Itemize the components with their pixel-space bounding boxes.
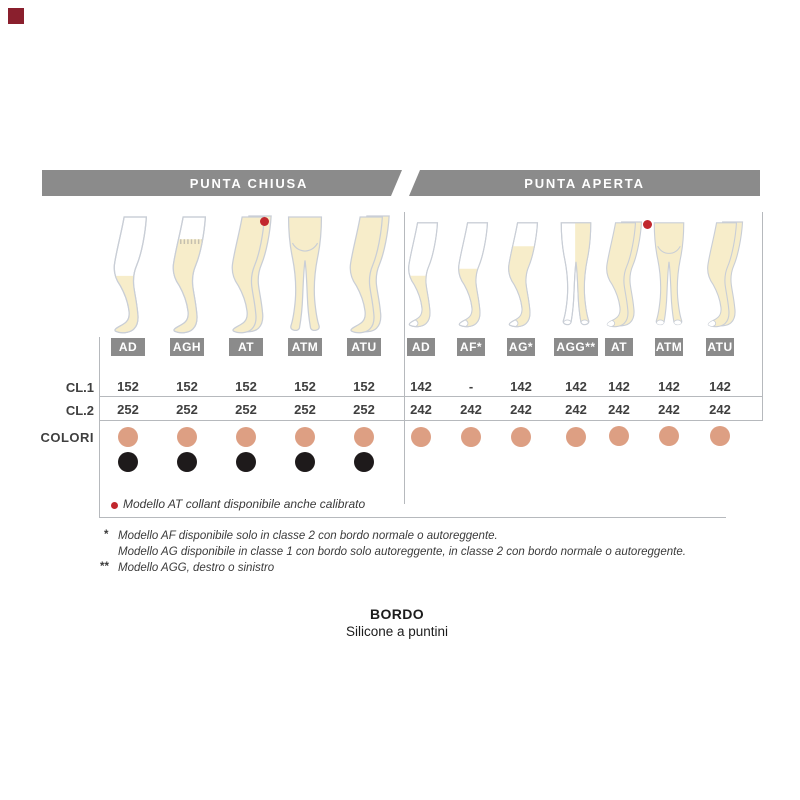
color-dot-skin — [511, 427, 531, 447]
cl2-value: 252 — [176, 402, 198, 417]
punta-aperta-label: PUNTA APERTA — [524, 175, 645, 191]
color-dot-skin — [354, 427, 374, 447]
grid-line-right-border — [762, 212, 763, 421]
color-dot-skin — [177, 427, 197, 447]
cl1-value: 152 — [176, 379, 198, 394]
color-dot-skin — [566, 427, 586, 447]
leg-illustration-agg-open — [560, 222, 592, 326]
grid-line-section-divider — [404, 212, 405, 504]
model-code-atu-closed: ATU — [347, 338, 381, 356]
bordo-title: BORDO — [369, 606, 425, 622]
cl1-value: - — [468, 379, 474, 394]
cl2-value: 252 — [235, 402, 257, 417]
row-label-colori: COLORI — [40, 430, 94, 445]
leg-illustration-atu-open — [707, 221, 744, 328]
cl1-value: 152 — [117, 379, 139, 394]
leg-illustration-atm-closed — [287, 216, 323, 332]
cl2-value: 242 — [658, 402, 680, 417]
leg-illustration-at-open — [606, 221, 643, 328]
cl1-value: 142 — [565, 379, 587, 394]
color-dot-skin — [118, 427, 138, 447]
leg-illustration-ag-open — [508, 222, 539, 328]
leg-illustration-af-open — [458, 222, 489, 328]
model-code-at-closed: AT — [229, 338, 263, 356]
color-dot-black — [118, 452, 138, 472]
footnote-marker-single: * — [104, 529, 109, 541]
footnote-ag: Modello AG disponibile in classe 1 con b… — [118, 546, 686, 558]
footnote-af: Modello AF disponibile solo in classe 2 … — [118, 530, 498, 542]
color-dot-skin — [659, 426, 679, 446]
color-dot-skin — [609, 426, 629, 446]
leg-illustration-atm-open — [653, 222, 685, 326]
cl1-value: 152 — [235, 379, 257, 394]
punta-chiusa-label: PUNTA CHIUSA — [189, 175, 309, 191]
leg-illustration-ad-closed — [113, 216, 147, 334]
model-code-atm-closed: ATM — [288, 338, 322, 356]
cl2-value: 252 — [353, 402, 375, 417]
color-dot-skin — [710, 426, 730, 446]
footnote-marker-double: ** — [100, 561, 109, 573]
color-dot-skin — [461, 427, 481, 447]
color-dot-black — [295, 452, 315, 472]
grid-line-under-cl2 — [99, 420, 762, 421]
leg-illustration-ad-open — [408, 222, 439, 328]
brand-logo-square — [8, 8, 24, 24]
color-dot-black — [354, 452, 374, 472]
section-header-punta-chiusa: PUNTA CHIUSA — [42, 170, 402, 196]
leg-illustration-agh-closed — [172, 216, 206, 334]
cl2-value: 252 — [117, 402, 139, 417]
at-open-red-marker — [643, 220, 652, 229]
at-closed-red-marker — [260, 217, 269, 226]
color-dot-skin — [295, 427, 315, 447]
cl2-value: 242 — [608, 402, 630, 417]
grid-line-under-cl1 — [99, 396, 762, 397]
bordo-subtitle: Silicone a puntini — [345, 624, 449, 639]
cl1-value: 142 — [709, 379, 731, 394]
footnote-agg: Modello AGG, destro o sinistro — [118, 562, 275, 574]
model-code-ad-closed: AD — [111, 338, 145, 356]
cl1-value: 142 — [410, 379, 432, 394]
model-code-atm-open: ATM — [655, 338, 683, 356]
cl1-value: 142 — [658, 379, 680, 394]
section-header-punta-aperta: PUNTA APERTA — [409, 170, 760, 196]
color-dot-black — [236, 452, 256, 472]
color-dot-skin — [411, 427, 431, 447]
leg-illustration-at-closed — [231, 215, 272, 334]
grid-line-table-bottom — [99, 517, 726, 518]
cl2-value: 242 — [709, 402, 731, 417]
cl2-value: 242 — [410, 402, 432, 417]
model-code-atu-open: ATU — [706, 338, 734, 356]
cl1-value: 152 — [294, 379, 316, 394]
model-code-ag-open: AG* — [507, 338, 535, 356]
model-code-agh-closed: AGH — [170, 338, 204, 356]
row-label-cl1: CL.1 — [65, 380, 94, 395]
red-bullet-icon — [111, 502, 118, 509]
cl1-value: 142 — [510, 379, 532, 394]
leg-illustration-atu-closed — [349, 215, 390, 334]
cl2-value: 252 — [294, 402, 316, 417]
cl1-value: 142 — [608, 379, 630, 394]
model-code-at-open: AT — [605, 338, 633, 356]
at-calibrato-note: Modello AT collant disponibile anche cal… — [123, 497, 366, 511]
color-dot-black — [177, 452, 197, 472]
cl1-value: 152 — [353, 379, 375, 394]
row-label-cl2: CL.2 — [65, 403, 94, 418]
grid-line-left-border — [99, 337, 100, 518]
color-dot-skin — [236, 427, 256, 447]
cl2-value: 242 — [460, 402, 482, 417]
cl2-value: 242 — [565, 402, 587, 417]
model-code-agg-open: AGG** — [554, 338, 598, 356]
model-code-ad-open: AD — [407, 338, 435, 356]
cl2-value: 242 — [510, 402, 532, 417]
model-code-af-open: AF* — [457, 338, 485, 356]
